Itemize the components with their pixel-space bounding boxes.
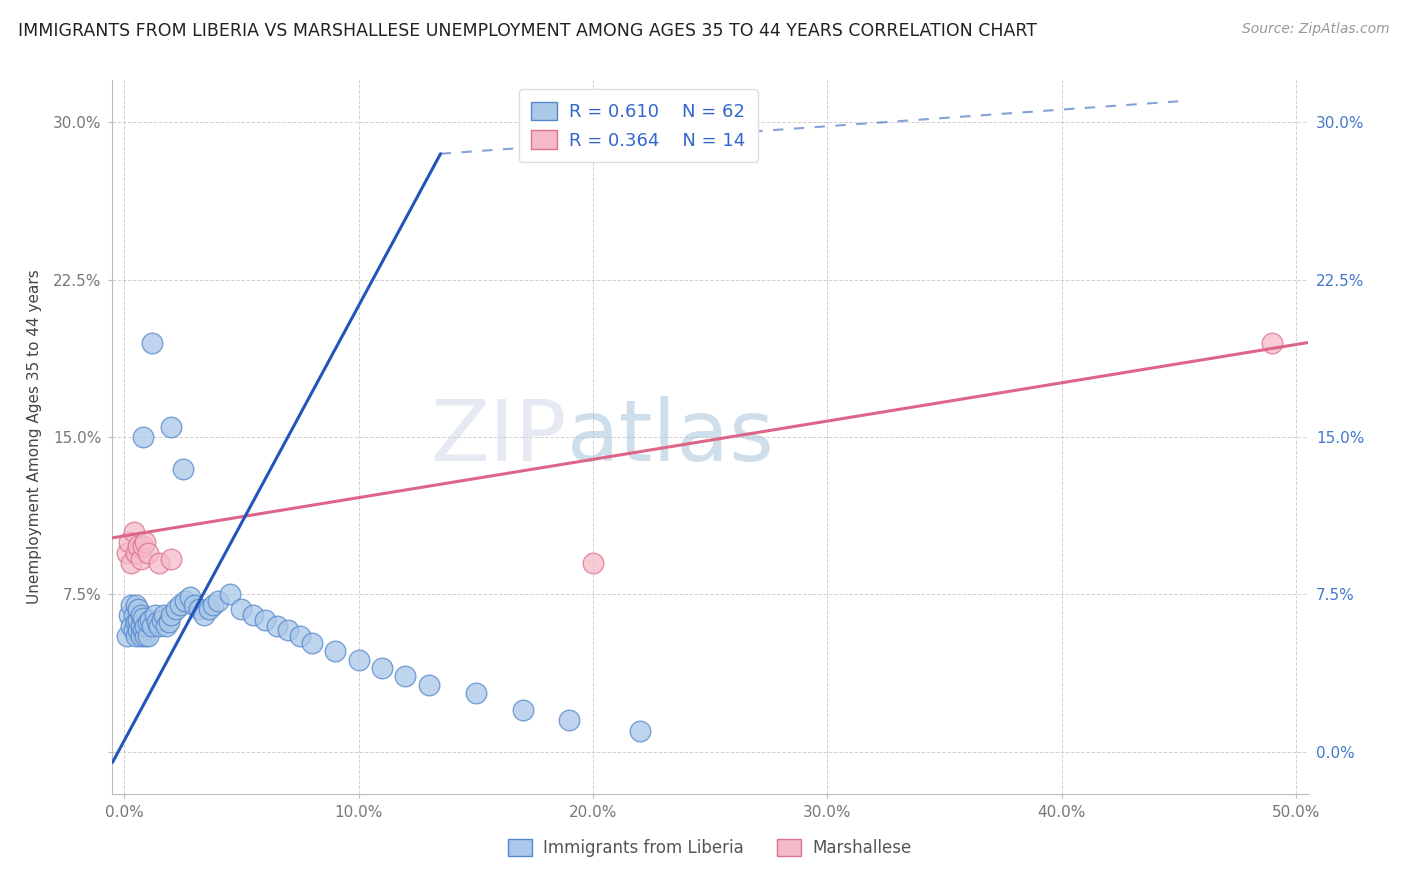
Point <box>174 594 197 608</box>
Point <box>122 608 145 623</box>
Point <box>188 602 211 616</box>
Point <box>160 419 183 434</box>
Point <box>120 619 142 633</box>
Point <box>136 615 159 629</box>
Point <box>160 608 183 623</box>
Point <box>134 535 156 549</box>
Text: Source: ZipAtlas.com: Source: ZipAtlas.com <box>1241 22 1389 37</box>
Legend: Immigrants from Liberia, Marshallese: Immigrants from Liberia, Marshallese <box>502 832 918 864</box>
Point <box>288 630 311 644</box>
Point <box>266 619 288 633</box>
Point <box>512 703 534 717</box>
Point <box>418 678 440 692</box>
Point <box>193 608 215 623</box>
Y-axis label: Unemployment Among Ages 35 to 44 years: Unemployment Among Ages 35 to 44 years <box>27 269 42 605</box>
Point <box>347 652 370 666</box>
Point <box>115 630 138 644</box>
Point <box>153 608 176 623</box>
Point <box>160 551 183 566</box>
Point <box>127 623 149 637</box>
Point <box>242 608 264 623</box>
Point <box>558 714 581 728</box>
Point <box>172 461 194 475</box>
Point <box>150 613 173 627</box>
Point <box>118 535 141 549</box>
Point <box>134 619 156 633</box>
Point <box>148 556 170 570</box>
Point <box>127 613 149 627</box>
Point <box>125 630 148 644</box>
Point <box>179 590 201 604</box>
Point <box>582 556 605 570</box>
Point <box>132 539 155 553</box>
Point <box>394 669 416 683</box>
Point <box>155 619 177 633</box>
Point <box>120 556 142 570</box>
Point <box>132 623 155 637</box>
Point <box>118 608 141 623</box>
Point <box>125 545 148 559</box>
Point <box>115 545 138 559</box>
Point <box>464 686 486 700</box>
Point <box>134 630 156 644</box>
Point <box>197 602 219 616</box>
Point <box>129 551 152 566</box>
Point <box>125 615 148 629</box>
Point <box>129 619 152 633</box>
Point <box>231 602 253 616</box>
Point <box>136 630 159 644</box>
Point <box>207 594 229 608</box>
Point <box>120 598 142 612</box>
Point <box>127 539 149 553</box>
Text: ZIP: ZIP <box>430 395 567 479</box>
Point <box>125 598 148 612</box>
Point <box>132 610 155 624</box>
Point <box>132 430 155 444</box>
Point <box>129 630 152 644</box>
Point <box>628 723 651 738</box>
Point <box>253 613 276 627</box>
Point <box>323 644 346 658</box>
Point <box>122 623 145 637</box>
Text: atlas: atlas <box>567 395 775 479</box>
Point <box>277 623 299 637</box>
Point <box>141 335 163 350</box>
Point <box>218 587 240 601</box>
Point <box>202 598 225 612</box>
Point <box>169 598 191 612</box>
Point <box>136 545 159 559</box>
Point <box>143 608 166 623</box>
Point <box>127 602 149 616</box>
Point <box>148 619 170 633</box>
Point <box>139 613 162 627</box>
Point <box>141 619 163 633</box>
Point <box>301 636 323 650</box>
Point <box>157 615 180 629</box>
Point <box>371 661 394 675</box>
Point <box>146 615 169 629</box>
Point <box>129 608 152 623</box>
Point <box>122 524 145 539</box>
Point <box>165 602 187 616</box>
Point <box>1261 335 1284 350</box>
Point <box>183 598 205 612</box>
Text: IMMIGRANTS FROM LIBERIA VS MARSHALLESE UNEMPLOYMENT AMONG AGES 35 TO 44 YEARS CO: IMMIGRANTS FROM LIBERIA VS MARSHALLESE U… <box>18 22 1038 40</box>
